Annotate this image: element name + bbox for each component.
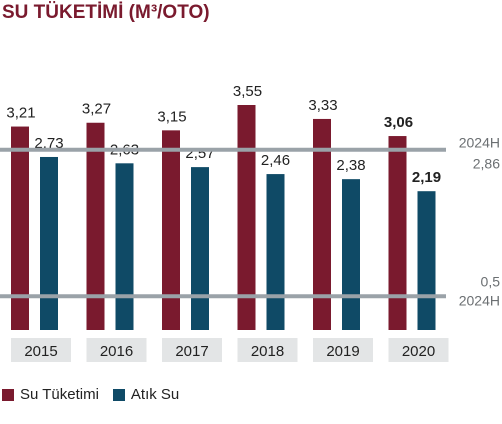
category-box-2020 [388,338,449,362]
legend-label-atik-su: Atık Su [130,386,180,403]
bar-su-tuketimi-2018 [237,105,256,330]
bar-atik-su-2017 [191,167,209,330]
reference-label-bottom-1: 2,86 [473,156,500,172]
bar-atik-su-2020 [417,191,436,330]
category-label-2020: 2020 [402,343,435,360]
bar-su-tuketimi-2017 [162,130,180,330]
chart-title: SU TÜKETİMİ (M³/OTO) [2,2,210,23]
reference-label-top-1: 2024H [459,135,500,151]
bar-atik-su-2016 [115,163,134,330]
value-label-atik-su-2015: 2,73 [34,135,63,152]
value-label-su-tuketimi-2015: 3,21 [6,105,35,122]
value-label-su-tuketimi-2016: 3,27 [82,101,111,118]
category-label-2016: 2016 [100,343,133,360]
category-box-2015 [11,338,71,362]
value-label-atik-su-2019: 2,38 [336,157,365,174]
value-label-su-tuketimi-2019: 3,33 [308,97,337,114]
value-label-su-tuketimi-2018: 3,55 [233,83,262,100]
legend-item-su-tuketimi: Su Tüketimi [2,386,99,403]
bar-chart: 3,212,7320153,272,6320163,152,5720173,55… [0,83,501,362]
bar-su-tuketimi-2016 [86,122,105,330]
reference-label-top-2: 0,5 [481,273,501,289]
legend-swatch-su-tuketimi [2,388,14,401]
category-label-2018: 2018 [251,343,284,360]
category-label-2019: 2019 [326,343,359,360]
legend-label-su-tuketimi: Su Tüketimi [20,386,99,403]
value-label-atik-su-2018: 2,46 [261,152,290,169]
category-box-2017 [162,338,222,362]
bar-atik-su-2015 [40,156,58,330]
category-box-2018 [237,338,298,362]
bar-atik-su-2018 [266,174,285,330]
category-label-2015: 2015 [24,343,57,360]
value-label-atik-su-2017: 2,57 [185,145,214,162]
value-label-atik-su-2020: 2,19 [412,169,441,186]
bar-atik-su-2019 [342,179,360,330]
category-box-2019 [313,338,373,362]
value-label-su-tuketimi-2020: 3,06 [384,114,413,131]
value-label-su-tuketimi-2017: 3,15 [157,108,186,125]
legend: Su Tüketimi Atık Su [2,386,193,403]
category-box-2016 [86,338,147,362]
bar-su-tuketimi-2019 [313,118,331,330]
bar-su-tuketimi-2020 [388,136,407,330]
category-label-2017: 2017 [175,343,208,360]
reference-label-bottom-2: 2024H [459,292,500,308]
legend-item-atik-su: Atık Su [112,386,180,403]
bar-su-tuketimi-2015 [11,126,29,331]
legend-swatch-atik-su [112,388,125,401]
